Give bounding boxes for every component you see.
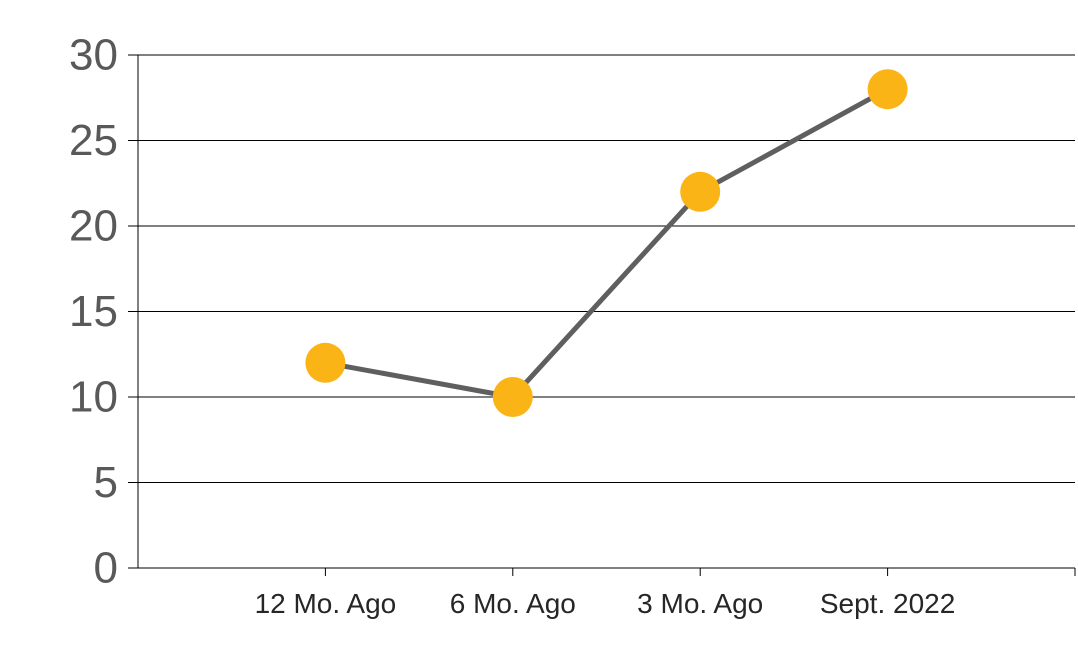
y-tick-label-20: 20 bbox=[69, 202, 118, 251]
y-tick-label-0: 0 bbox=[94, 544, 118, 593]
gridlines bbox=[138, 54, 1075, 483]
y-tick-label-5: 5 bbox=[94, 458, 118, 507]
x-tick-label-0: 12 Mo. Ago bbox=[255, 588, 397, 619]
series-line-0 bbox=[322, 86, 891, 400]
data-point-2 bbox=[680, 171, 721, 212]
series-group bbox=[305, 69, 908, 417]
x-tick-label-2: 3 Mo. Ago bbox=[637, 588, 763, 619]
x-tick-label-3: Sept. 2022 bbox=[820, 588, 955, 619]
data-point-1 bbox=[492, 377, 533, 417]
y-tick-label-30: 30 bbox=[69, 31, 118, 80]
x-axis-ticks: 12 Mo. Ago 6 Mo. Ago 3 Mo. Ago Sept. 2022 bbox=[255, 568, 1076, 619]
data-point-0 bbox=[305, 342, 346, 383]
y-tick-label-10: 10 bbox=[69, 373, 118, 422]
y-tick-label-25: 25 bbox=[69, 116, 118, 165]
x-tick-label-1: 6 Mo. Ago bbox=[450, 588, 576, 619]
y-tick-label-15: 15 bbox=[69, 287, 118, 336]
y-axis-ticks: 0 5 10 15 20 25 30 bbox=[69, 31, 138, 593]
data-point-3 bbox=[867, 69, 908, 110]
